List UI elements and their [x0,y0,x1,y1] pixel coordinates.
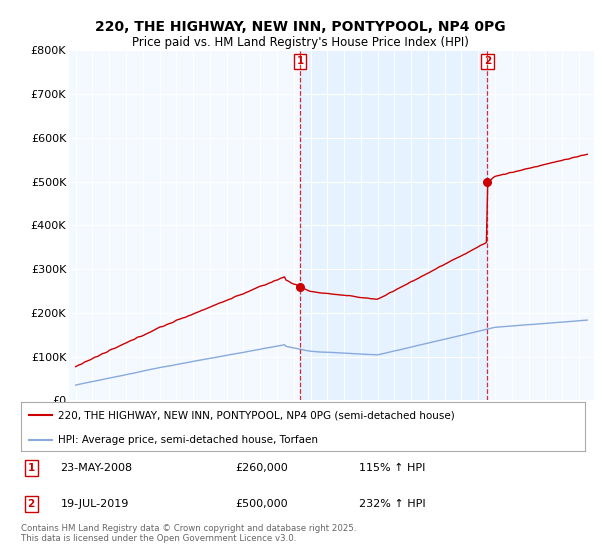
Text: £260,000: £260,000 [235,463,288,473]
Text: 23-MAY-2008: 23-MAY-2008 [61,463,133,473]
Text: 19-JUL-2019: 19-JUL-2019 [61,499,129,509]
Text: 220, THE HIGHWAY, NEW INN, PONTYPOOL, NP4 0PG: 220, THE HIGHWAY, NEW INN, PONTYPOOL, NP… [95,20,505,34]
Text: £500,000: £500,000 [235,499,288,509]
Text: 1: 1 [28,463,35,473]
Text: 1: 1 [296,57,304,66]
Text: Contains HM Land Registry data © Crown copyright and database right 2025.
This d: Contains HM Land Registry data © Crown c… [21,524,356,543]
Text: 220, THE HIGHWAY, NEW INN, PONTYPOOL, NP4 0PG (semi-detached house): 220, THE HIGHWAY, NEW INN, PONTYPOOL, NP… [58,410,454,421]
Text: 2: 2 [28,499,35,509]
Text: HPI: Average price, semi-detached house, Torfaen: HPI: Average price, semi-detached house,… [58,435,317,445]
Text: 232% ↑ HPI: 232% ↑ HPI [359,499,426,509]
Text: 2: 2 [484,57,491,66]
Text: 115% ↑ HPI: 115% ↑ HPI [359,463,426,473]
Text: Price paid vs. HM Land Registry's House Price Index (HPI): Price paid vs. HM Land Registry's House … [131,36,469,49]
Bar [300,50,487,400]
